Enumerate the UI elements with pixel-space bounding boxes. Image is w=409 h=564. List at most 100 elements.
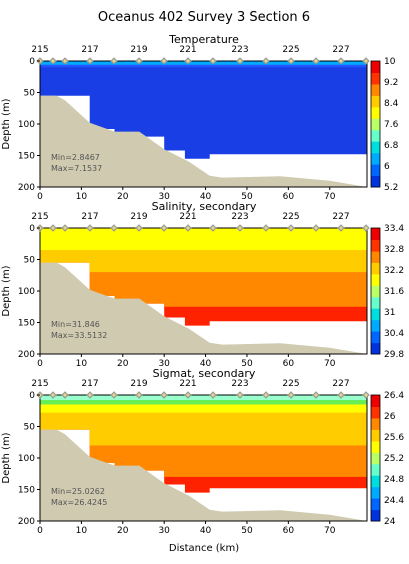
station-marker [363, 392, 369, 398]
station-label: 215 [31, 45, 48, 55]
colorbar-segment [371, 118, 380, 131]
seafloor [40, 262, 367, 354]
y-tick-label: 50 [24, 89, 36, 99]
colorbar-segment [371, 463, 380, 476]
panel-title: Sigmat, secondary [153, 367, 256, 380]
y-tick-label: 50 [24, 256, 36, 266]
max-label: Max=7.1537 [51, 164, 102, 173]
colorbar-label: 24 [384, 517, 396, 527]
station-label: 227 [332, 379, 349, 389]
colorbar-frame [370, 394, 381, 522]
colorbar-label: 24.4 [384, 496, 404, 506]
station-marker [313, 392, 319, 398]
x-tick-label: 10 [76, 192, 88, 202]
contour-band [40, 228, 367, 251]
x-tick-label: 0 [37, 192, 43, 202]
station-marker [338, 392, 344, 398]
y-tick-label: 200 [18, 350, 35, 360]
station-marker [210, 58, 216, 64]
station-label: 223 [231, 45, 248, 55]
min-label: Min=31.846 [51, 320, 100, 329]
y-axis-label: Depth (m) [1, 98, 12, 149]
station-marker [363, 58, 369, 64]
y-tick-label: 200 [18, 517, 35, 527]
colorbar-label: 7.6 [384, 120, 399, 130]
seafloor [40, 95, 367, 187]
x-tick-label: 20 [117, 192, 129, 202]
station-label: 219 [130, 379, 147, 389]
colorbar-label: 24.8 [384, 475, 404, 485]
station-label: 215 [31, 379, 48, 389]
min-label: Min=2.8467 [51, 153, 100, 162]
colorbar-segment [371, 406, 380, 419]
colorbar-label: 5.2 [384, 183, 398, 193]
x-tick-label: 40 [200, 526, 212, 536]
y-tick-label: 200 [18, 183, 35, 193]
colorbar-label: 31.6 [384, 287, 404, 297]
y-tick-label: 150 [18, 152, 35, 162]
colorbar-segment [371, 296, 380, 309]
station-marker [111, 225, 117, 231]
station-label: 223 [231, 379, 248, 389]
max-label: Max=33.5132 [51, 331, 107, 340]
station-marker [62, 392, 68, 398]
colorbar-label: 31 [384, 308, 395, 318]
station-marker [87, 392, 93, 398]
panel-1: Salinity, secondary 215 217 219 221 223 225 227… [1, 200, 404, 369]
station-marker [161, 392, 167, 398]
colorbar-segment [371, 452, 380, 465]
colorbar-label: 6.8 [384, 141, 399, 151]
colorbar-segment [371, 331, 380, 344]
y-tick-label: 0 [29, 57, 35, 67]
x-tick-label: 10 [76, 359, 88, 369]
x-tick-label: 30 [158, 359, 170, 369]
x-tick-label: 70 [324, 192, 336, 202]
station-marker [185, 58, 191, 64]
station-label: 225 [282, 379, 299, 389]
x-tick-label: 10 [76, 526, 88, 536]
data-field [40, 395, 367, 493]
colorbar-segment [371, 228, 380, 240]
y-tick-label: 150 [18, 486, 35, 496]
station-marker [338, 225, 344, 231]
station-label: 221 [179, 212, 196, 222]
colorbar-label: 29.8 [384, 350, 404, 360]
panel-title: Temperature [168, 33, 239, 46]
colorbar-label: 8.4 [384, 99, 399, 109]
colorbar-segment [371, 342, 380, 355]
station-marker [363, 225, 369, 231]
station-marker [263, 58, 269, 64]
station-marker [50, 58, 56, 64]
station-marker [111, 58, 117, 64]
x-tick-label: 40 [200, 359, 212, 369]
colorbar-label: 26 [384, 412, 396, 422]
colorbar-segment [371, 95, 380, 108]
colorbar-segment [371, 250, 380, 263]
x-tick-label: 70 [324, 359, 336, 369]
panel-title: Salinity, secondary [152, 200, 257, 213]
colorbar-segment [371, 164, 380, 177]
colorbar-frame [370, 227, 381, 355]
station-marker [161, 225, 167, 231]
colorbar-segment [371, 175, 380, 188]
station-marker [210, 225, 216, 231]
x-tick-label: 20 [117, 526, 129, 536]
colorbar-segment [371, 429, 380, 442]
colorbar-label: 25.6 [384, 433, 404, 443]
y-axis-label: Depth (m) [1, 265, 12, 316]
colorbar-label: 33.4 [384, 224, 404, 234]
station-marker [313, 225, 319, 231]
station-marker [185, 225, 191, 231]
colorbar-segment [371, 319, 380, 332]
colorbar-label: 30.4 [384, 329, 404, 339]
colorbar-label: 6 [384, 162, 390, 172]
x-tick-label: 60 [283, 526, 295, 536]
station-marker [87, 58, 93, 64]
y-tick-label: 100 [18, 454, 35, 464]
y-tick-label: 50 [24, 423, 36, 433]
x-tick-label: 60 [283, 359, 295, 369]
colorbar-label: 32.8 [384, 245, 404, 255]
station-label: 221 [179, 45, 196, 55]
station-marker [62, 58, 68, 64]
station-marker [288, 392, 294, 398]
